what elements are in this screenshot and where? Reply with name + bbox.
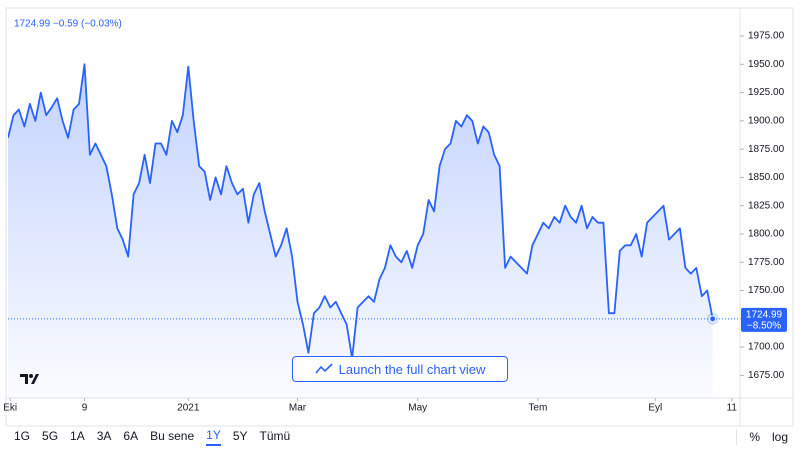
y-tick-label: 1875.00 (748, 144, 785, 155)
range-button[interactable]: 6A (123, 429, 139, 443)
x-tick-label: May (408, 403, 427, 414)
range-button[interactable]: 1Y (206, 428, 221, 446)
y-tick-label: 1775.00 (748, 257, 785, 268)
y-tick-label: 1850.00 (748, 172, 785, 183)
y-tick-label: 1925.00 (748, 87, 785, 98)
y-tick-label: 1950.00 (748, 59, 785, 70)
price-tag-value: 1724.99 (746, 309, 783, 320)
x-tick-label: Tem (528, 403, 547, 414)
price-line (8, 63, 714, 360)
logo (20, 374, 39, 384)
y-tick-label: 1750.00 (748, 285, 785, 296)
range-button[interactable]: 5G (42, 429, 59, 443)
x-tick-label: 9 (82, 403, 88, 414)
price-tag-change: −8.50% (747, 320, 781, 331)
scale-button[interactable]: % (749, 430, 760, 444)
scale-button[interactable]: log (771, 430, 788, 444)
range-button[interactable]: 5Y (232, 429, 248, 443)
separator (736, 429, 738, 445)
range-button[interactable]: 1A (70, 429, 85, 443)
toolbar: 1G 5G 1A 3A 6A Bu sene 1Y 5Y Tümü% log (8, 425, 794, 449)
range-button[interactable]: Tümü (259, 429, 291, 443)
y-tick-label: 1800.00 (748, 229, 785, 240)
frame (5, 7, 794, 427)
launch-button[interactable]: Launch the full chart view (292, 356, 508, 382)
x-tick-label: 2021 (177, 403, 200, 414)
y-tick-label: 1900.00 (748, 115, 785, 126)
area-fill (8, 64, 713, 398)
x-tick-label: Mar (289, 403, 307, 414)
y-tick-label: 1675.00 (748, 370, 785, 381)
range-button[interactable]: Bu sene (150, 429, 195, 443)
y-tick-label: 1975.00 (748, 31, 785, 42)
launch-icon (315, 363, 333, 374)
last-point (709, 315, 717, 323)
range-button[interactable]: 3A (96, 429, 112, 443)
range-button[interactable]: 1G (14, 429, 31, 443)
header-quote: 1724.99 −0.59 (−0.03%) (14, 19, 122, 30)
y-tick-label: 1700.00 (748, 342, 785, 353)
x-tick-label: 11 (727, 403, 738, 414)
x-tick-label: Eki (3, 403, 17, 414)
y-tick-label: 1825.00 (748, 200, 785, 211)
launch-text: Launch the full chart view (338, 361, 486, 377)
price-tag (741, 307, 787, 332)
x-tick-label: Eyl (648, 403, 662, 414)
